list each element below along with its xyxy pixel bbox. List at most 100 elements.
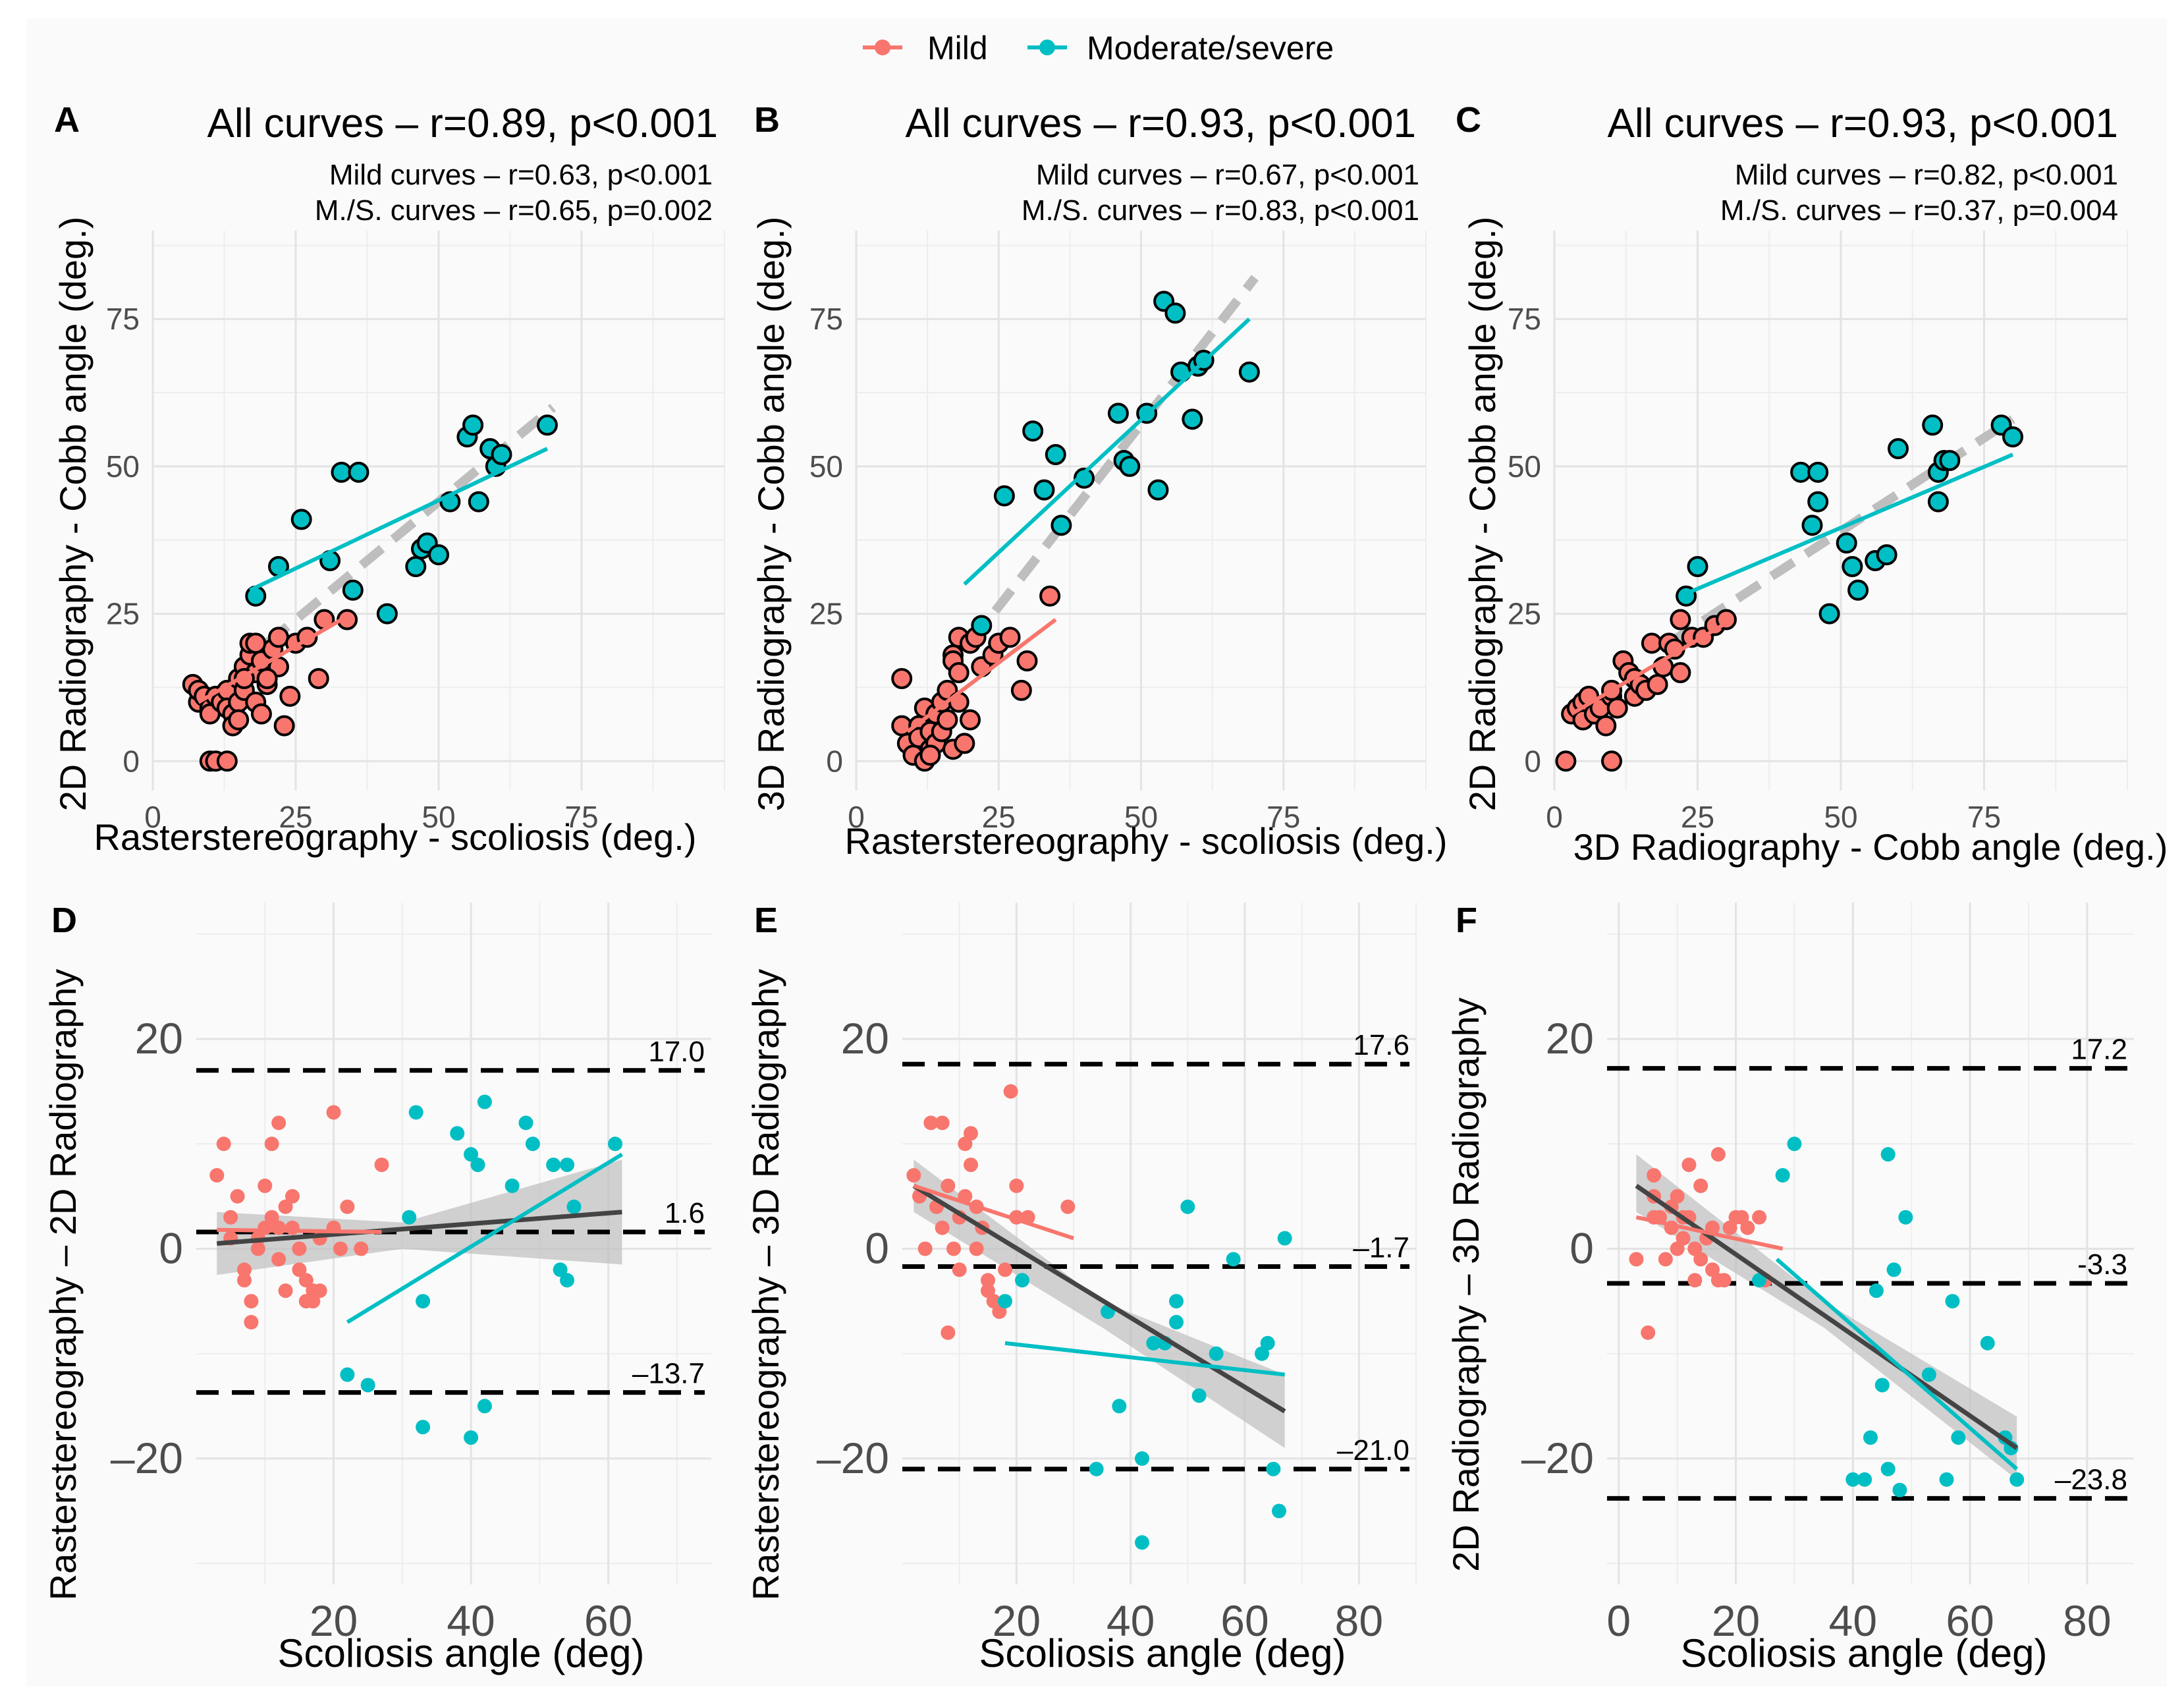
y-tick-label: 20 xyxy=(1546,1014,1594,1063)
point-moderate xyxy=(1015,1273,1029,1288)
point-moderate xyxy=(546,1158,561,1173)
panel-c-y-axis-label: 2D Radiography - Cobb angle (deg.) xyxy=(1461,217,1503,812)
point-moderate xyxy=(1869,1283,1884,1299)
point-mild xyxy=(1641,1325,1656,1340)
point-moderate xyxy=(402,1210,417,1225)
panel-a-subtitle-ms: M./S. curves – r=0.65, p=0.002 xyxy=(315,194,713,227)
point-mild xyxy=(326,1105,341,1120)
point-moderate xyxy=(1807,461,1829,483)
point-moderate xyxy=(1818,603,1840,625)
point-mild xyxy=(267,627,289,648)
panel-d-y-axis-label: Rasterstereography – 2D Radiography xyxy=(42,969,84,1601)
point-moderate xyxy=(470,1158,485,1173)
point-mild xyxy=(1710,1147,1726,1162)
panel-c-title: All curves – r=0.93, p<0.001 xyxy=(1608,101,2118,146)
point-mild xyxy=(271,1220,287,1235)
y-tick-label: 75 xyxy=(1508,302,1541,336)
point-mild xyxy=(1629,1252,1644,1267)
point-moderate xyxy=(518,1115,533,1131)
y-tick-label: 50 xyxy=(106,449,140,484)
panel-f-y-axis-label: 2D Radiography – 3D Radiography xyxy=(1445,997,1487,1572)
x-tick-label: 20 xyxy=(993,1596,1041,1645)
x-tick-label: 75 xyxy=(1967,800,2001,834)
point-mild xyxy=(333,1241,348,1256)
panel-b-subtitle-ms: M./S. curves – r=0.83, p<0.001 xyxy=(1022,194,1419,227)
point-mild xyxy=(1693,1178,1708,1193)
point-moderate xyxy=(464,1147,479,1162)
y-tick-label: 0 xyxy=(865,1223,889,1272)
x-tick-label: 0 xyxy=(144,800,161,834)
panel-f-marks: 17.2 -3.3 –23.8 xyxy=(1607,1034,2127,1501)
fit-line-moderate xyxy=(249,447,549,592)
point-mild xyxy=(228,709,250,731)
x-tick-label: 0 xyxy=(848,800,865,834)
point-moderate xyxy=(1836,532,1857,554)
point-moderate xyxy=(1898,1210,1913,1225)
panel-a-subtitle-mild: Mild curves – r=0.63, p<0.001 xyxy=(329,159,713,191)
point-moderate xyxy=(1191,1388,1207,1403)
point-moderate xyxy=(1260,1335,1275,1351)
point-moderate xyxy=(1927,491,1949,513)
point-mild xyxy=(230,1188,245,1204)
point-mild xyxy=(285,1188,300,1204)
point-mild xyxy=(1740,1220,1755,1235)
point-mild xyxy=(264,1136,279,1152)
point-mild xyxy=(216,1136,231,1152)
fit-line-overall xyxy=(217,1210,622,1246)
panel-a: A All curves – r=0.89, p<0.001 Mild curv… xyxy=(52,100,725,858)
point-moderate xyxy=(477,1094,492,1109)
point-mild xyxy=(245,632,267,654)
panel-letter-d: D xyxy=(51,901,77,940)
point-mild xyxy=(1647,1168,1662,1183)
point-mild xyxy=(354,1241,369,1256)
panel-b-subtitle-mild: Mild curves – r=0.67, p<0.001 xyxy=(1036,159,1419,191)
identity-line xyxy=(966,275,1259,646)
point-moderate xyxy=(290,509,312,530)
legend-mild-label: Mild xyxy=(927,30,988,67)
confidence-band xyxy=(914,1160,1285,1448)
point-moderate xyxy=(348,461,369,483)
point-mild xyxy=(948,662,969,684)
y-tick-label: 0 xyxy=(826,744,843,778)
panel-d: D 17.0 1.6 –13.7 20 40 60 –20 0 20 Scoliosis an… xyxy=(42,901,711,1675)
point-mild xyxy=(374,1158,389,1173)
fit-line-mild xyxy=(197,617,342,704)
point-moderate xyxy=(1874,1378,1890,1393)
point-mild xyxy=(946,1241,961,1256)
point-mild xyxy=(935,1220,950,1235)
x-tick-label: 60 xyxy=(584,1596,632,1645)
point-moderate xyxy=(342,579,364,601)
point-mild xyxy=(891,668,913,689)
point-mild xyxy=(292,1241,307,1256)
point-mild xyxy=(278,1283,293,1299)
y-tick-label: 0 xyxy=(159,1223,183,1272)
y-tick-label: –20 xyxy=(1521,1434,1594,1482)
point-mild xyxy=(1060,1199,1076,1214)
legend-moderate-marker xyxy=(1039,40,1055,55)
x-tick-label: 25 xyxy=(982,800,1016,834)
panel-f: F 17.2 -3.3 –23.8 0 20 40 60 80 –20 0 20 Scoliosi… xyxy=(1445,901,2134,1675)
point-moderate xyxy=(1857,1472,1872,1487)
point-mild xyxy=(223,1210,238,1225)
point-moderate xyxy=(1033,479,1055,501)
point-mild xyxy=(292,1262,307,1277)
y-tick-label: 25 xyxy=(106,597,140,631)
fit-line-mild xyxy=(217,1227,382,1234)
panel-b-ticks: 0 25 50 75 0 25 50 75 xyxy=(809,302,1301,834)
point-mild xyxy=(952,1262,967,1277)
fit-line-moderate xyxy=(346,1152,624,1324)
point-mild xyxy=(1681,1158,1697,1173)
loa-label: –23.8 xyxy=(2055,1463,2127,1495)
panel-b-x-axis-label: Rasterstereography - scoliosis (deg.) xyxy=(844,820,1447,862)
point-moderate xyxy=(1752,1273,1767,1288)
panel-b-title: All curves – r=0.93, p<0.001 xyxy=(906,101,1416,146)
point-moderate xyxy=(450,1126,465,1141)
panel-e-marks: 17.6 –1.7 –21.0 xyxy=(902,1029,1409,1550)
point-mild xyxy=(981,1273,995,1288)
point-moderate xyxy=(464,1430,479,1445)
panel-letter-b: B xyxy=(754,100,780,140)
point-moderate xyxy=(1051,515,1072,536)
point-mild xyxy=(1693,1252,1708,1267)
y-tick-label: 50 xyxy=(1508,449,1541,484)
